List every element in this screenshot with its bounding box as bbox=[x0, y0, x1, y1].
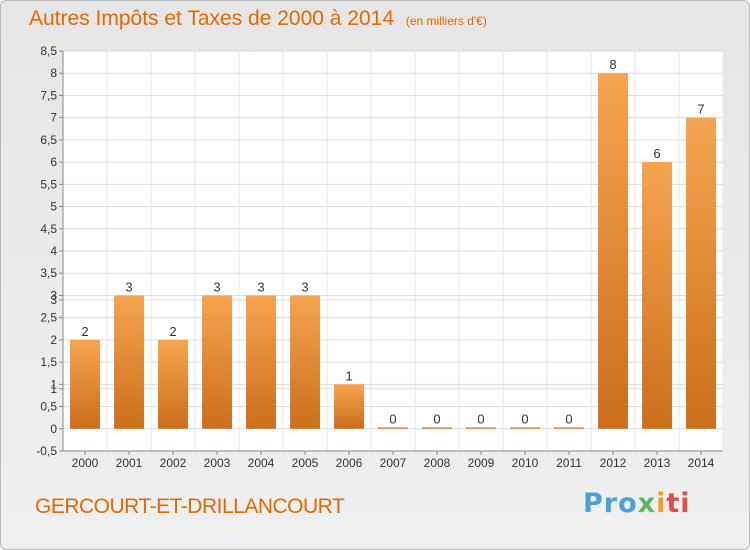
x-tick-label: 2010 bbox=[512, 456, 539, 470]
bar-value-label: 3 bbox=[301, 279, 308, 294]
y-tick-label: 0 bbox=[50, 422, 57, 436]
bar-value-label: 8 bbox=[609, 57, 616, 72]
y-tick-label: 1 bbox=[50, 382, 57, 396]
bar bbox=[202, 295, 232, 429]
y-tick-label: 2,5 bbox=[40, 311, 57, 325]
bar-value-label: 2 bbox=[169, 324, 176, 339]
bar-value-label: 6 bbox=[653, 146, 660, 161]
bar-value-label: 3 bbox=[125, 279, 132, 294]
bar bbox=[510, 427, 540, 429]
bar bbox=[290, 295, 320, 429]
y-tick-label: 3,5 bbox=[40, 266, 57, 280]
y-tick-label: 7,5 bbox=[40, 88, 57, 102]
bar bbox=[70, 339, 100, 429]
y-tick-label: 8,5 bbox=[40, 44, 57, 58]
y-tick-label: 3 bbox=[50, 288, 57, 302]
chart-title: Autres Impôts et Taxes de 2000 à 2014 (e… bbox=[29, 7, 487, 31]
bar bbox=[686, 117, 716, 429]
x-tick-label: 2003 bbox=[204, 456, 231, 470]
x-tick-label: 2014 bbox=[688, 456, 715, 470]
bar bbox=[642, 162, 672, 429]
y-tick-label: 4,5 bbox=[40, 222, 57, 236]
proxiti-logo: Proxiti bbox=[583, 488, 691, 519]
bar-value-label: 0 bbox=[389, 411, 396, 426]
bar bbox=[422, 427, 452, 429]
y-tick-label: 4 bbox=[50, 244, 57, 258]
x-tick-label: 2009 bbox=[468, 456, 495, 470]
x-tick-label: 2006 bbox=[336, 456, 363, 470]
x-tick-label: 2013 bbox=[644, 456, 671, 470]
logo-part-4: ti bbox=[666, 488, 691, 519]
y-tick-label: 6,5 bbox=[40, 133, 57, 147]
bar bbox=[158, 339, 188, 429]
y-tick-label: 5,5 bbox=[40, 177, 57, 191]
y-tick-label: 8 bbox=[50, 66, 57, 80]
x-tick-label: 2012 bbox=[600, 456, 627, 470]
place-name: GERCOURT-ET-DRILLANCOURT bbox=[35, 495, 345, 518]
bar-value-label: 3 bbox=[213, 279, 220, 294]
bar bbox=[466, 427, 496, 429]
x-tick-label: 2002 bbox=[160, 456, 187, 470]
bar-value-label: 0 bbox=[565, 411, 572, 426]
x-tick-label: 2004 bbox=[248, 456, 275, 470]
logo-part-2: x bbox=[637, 488, 657, 519]
bar-value-label: 0 bbox=[521, 411, 528, 426]
bar bbox=[246, 295, 276, 429]
logo-part-1: Pro bbox=[583, 488, 638, 519]
y-tick-label: 2 bbox=[50, 333, 57, 347]
bar-value-label: 0 bbox=[433, 411, 440, 426]
logo-part-3: i bbox=[656, 488, 667, 519]
y-tick-label: 1 bbox=[50, 377, 57, 391]
bar bbox=[598, 73, 628, 429]
x-tick-label: 2000 bbox=[72, 456, 99, 470]
y-tick-label: 7 bbox=[50, 111, 57, 125]
bar bbox=[378, 427, 408, 429]
chart-title-unit: (en milliers d'€) bbox=[405, 14, 487, 28]
bar bbox=[554, 427, 584, 429]
y-tick-label: 1,5 bbox=[40, 355, 57, 369]
bar-value-label: 0 bbox=[477, 411, 484, 426]
bar bbox=[334, 384, 364, 429]
y-tick-label: 6 bbox=[50, 155, 57, 169]
y-tick-label: 3 bbox=[50, 293, 57, 307]
x-tick-label: 2008 bbox=[424, 456, 451, 470]
x-tick-label: 2001 bbox=[116, 456, 143, 470]
bar-value-label: 2 bbox=[81, 324, 88, 339]
bar-value-label: 7 bbox=[697, 102, 704, 117]
x-tick-label: 2005 bbox=[292, 456, 319, 470]
x-tick-label: 2007 bbox=[380, 456, 407, 470]
bar-value-label: 1 bbox=[345, 368, 352, 383]
chart-title-text: Autres Impôts et Taxes de 2000 à 2014 bbox=[29, 7, 395, 30]
bar-value-label: 3 bbox=[257, 279, 264, 294]
x-tick-label: 2011 bbox=[556, 456, 582, 470]
y-tick-label: 5 bbox=[50, 200, 57, 214]
y-tick-label: -0,5 bbox=[36, 444, 57, 458]
y-tick-label: 0,5 bbox=[40, 400, 57, 414]
bar bbox=[114, 295, 144, 429]
